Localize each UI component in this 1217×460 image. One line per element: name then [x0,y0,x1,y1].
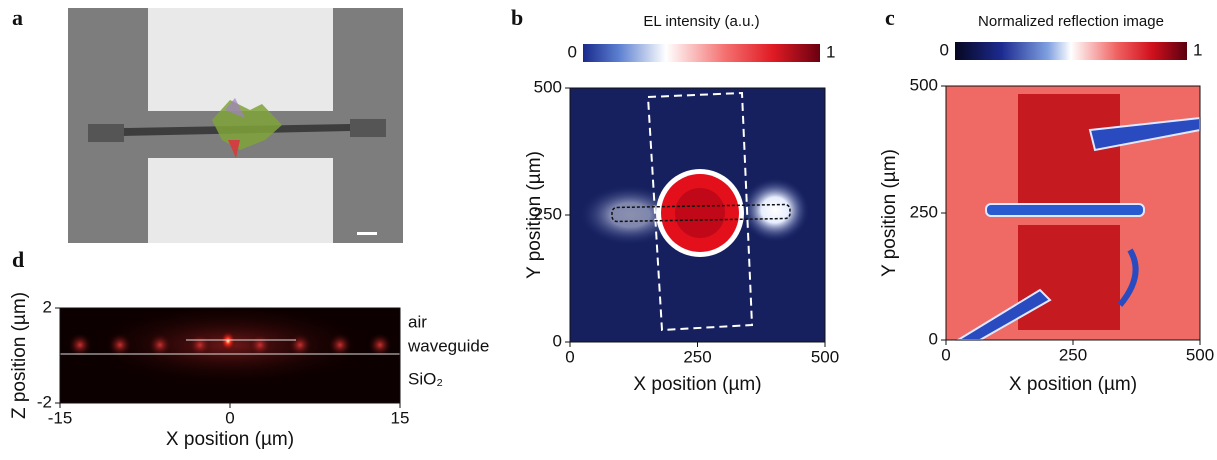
panel-a-image [68,8,403,243]
panel-d-image [60,305,400,403]
x-tick-label: 15 [391,408,410,427]
panel-label: a [12,5,23,30]
colorbar-min: 0 [940,40,949,59]
x-tick-label: 250 [683,347,711,366]
y-axis-label: Y position (µm) [524,151,545,279]
x-tick-label: 250 [1059,345,1087,364]
y-tick-label: 2 [43,297,52,316]
figure: ab02505000250500X position (µm)Y positio… [0,0,1217,460]
colorbar-b [583,44,820,62]
y-axis-label: Z position (µm) [9,292,30,419]
y-tick-label: -2 [37,392,52,411]
y-axis-label: Y position (µm) [879,149,900,277]
colorbar-title: EL intensity (a.u.) [643,13,759,30]
panel-label: c [885,5,895,30]
x-axis-label: X position (µm) [166,429,294,450]
y-tick-label: 500 [534,77,562,96]
x-tick-label: 0 [225,408,234,427]
colorbar-max: 1 [826,42,835,61]
x-tick-label: 0 [565,347,574,366]
layer-label: waveguide [407,336,489,355]
x-tick-label: 500 [1186,345,1214,364]
x-axis-label: X position (µm) [633,374,761,395]
panel-b-image [570,88,825,342]
colorbar-c [955,42,1187,60]
y-tick-label: 0 [929,329,938,348]
layer-label: air [408,312,427,331]
y-tick-label: 0 [553,331,562,350]
colorbar-max: 1 [1193,40,1202,59]
y-tick-label: 500 [910,75,938,94]
colorbar-title: Normalized reflection image [978,13,1164,30]
x-tick-label: 0 [941,345,950,364]
y-tick-label: 250 [910,202,938,221]
panel-c-image [946,86,1200,340]
x-axis-label: X position (µm) [1009,374,1137,395]
panel-label: d [12,247,24,272]
layer-label: SiO₂ [408,369,443,388]
panel-label: b [511,5,523,30]
x-tick-label: 500 [811,347,839,366]
colorbar-min: 0 [568,42,577,61]
